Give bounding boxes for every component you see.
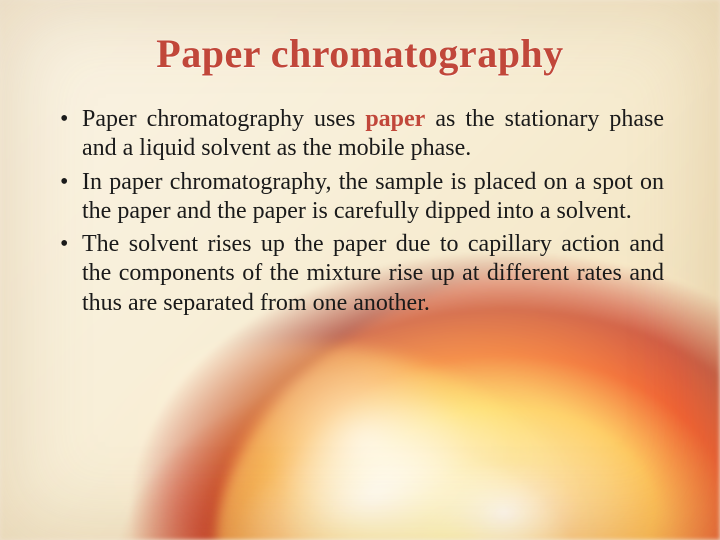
bullet-text-pre: The solvent rises up the paper due to ca… (82, 231, 664, 316)
bullet-text-pre: Paper chromatography uses (82, 106, 365, 132)
keyword: paper (365, 106, 425, 132)
bullet-item: In paper chromatography, the sample is p… (56, 168, 664, 227)
slide-title: Paper chromatography (56, 30, 664, 77)
bullet-list: Paper chromatography uses paper as the s… (56, 105, 664, 318)
bullet-item: The solvent rises up the paper due to ca… (56, 230, 664, 318)
slide-content: Paper chromatography Paper chromatograph… (0, 0, 720, 318)
bullet-text-pre: In paper chromatography, the sample is p… (82, 169, 664, 224)
bullet-item: Paper chromatography uses paper as the s… (56, 105, 664, 164)
